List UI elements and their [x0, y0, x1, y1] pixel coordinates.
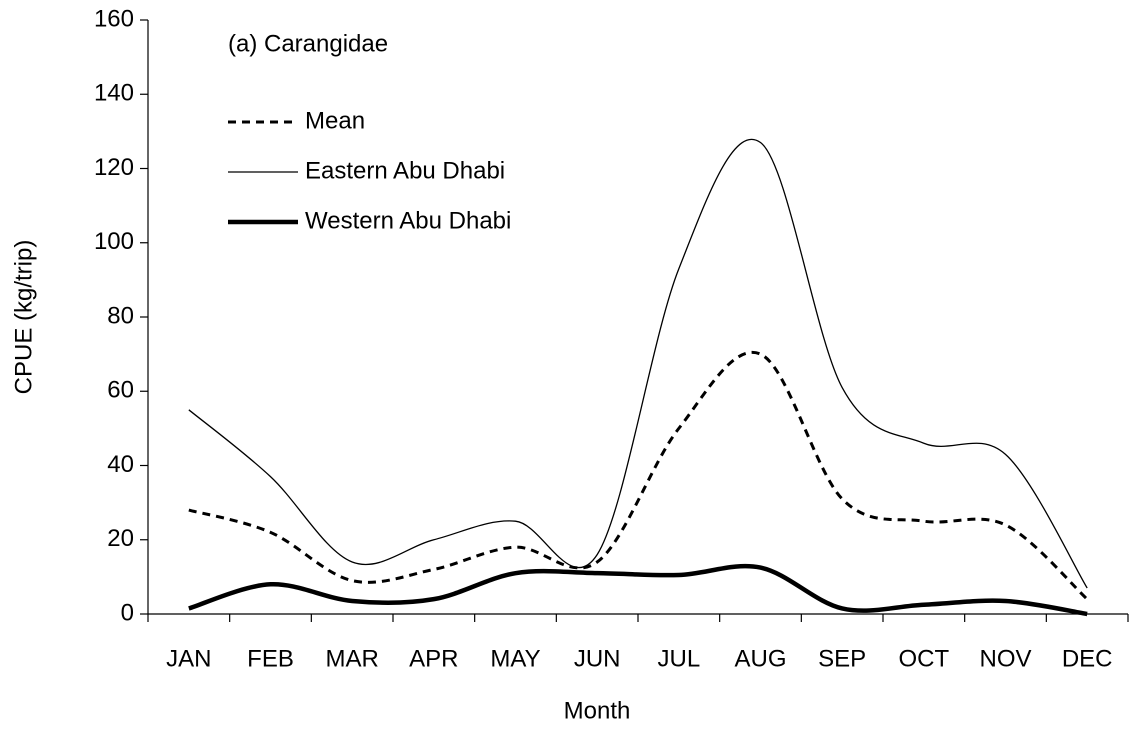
- series-line: [188, 350, 1089, 601]
- y-tick-label: 40: [107, 451, 134, 478]
- x-tick-label: MAY: [490, 645, 540, 672]
- y-tick-label: 0: [121, 599, 134, 626]
- y-tick-label: 80: [107, 302, 134, 329]
- x-tick-label: SEP: [818, 645, 866, 672]
- series-line: [188, 563, 1088, 617]
- legend-label: Mean: [305, 107, 365, 134]
- y-tick-label: 60: [107, 377, 134, 404]
- x-tick-label: DEC: [1062, 645, 1113, 672]
- x-axis-title: Month: [564, 697, 631, 724]
- x-tick-label: JAN: [166, 645, 211, 672]
- y-tick-label: 100: [94, 228, 134, 255]
- x-tick-label: OCT: [898, 645, 949, 672]
- annotation: (a) Carangidae: [228, 30, 388, 57]
- legend-label: Western Abu Dhabi: [305, 207, 511, 234]
- x-tick-label: FEB: [247, 645, 294, 672]
- x-tick-label: AUG: [734, 645, 786, 672]
- y-axis-title: CPUE (kg/trip): [10, 240, 37, 395]
- x-tick-label: MAR: [325, 645, 378, 672]
- x-tick-label: JUL: [657, 645, 700, 672]
- y-tick-label: 120: [94, 154, 134, 181]
- y-tick-label: 20: [107, 525, 134, 552]
- y-tick-label: 140: [94, 80, 134, 107]
- x-tick-label: NOV: [979, 645, 1031, 672]
- x-tick-label: APR: [409, 645, 458, 672]
- series-line: [188, 139, 1088, 589]
- y-tick-label: 160: [94, 5, 134, 32]
- x-tick-label: JUN: [574, 645, 621, 672]
- legend-label: Eastern Abu Dhabi: [305, 157, 505, 184]
